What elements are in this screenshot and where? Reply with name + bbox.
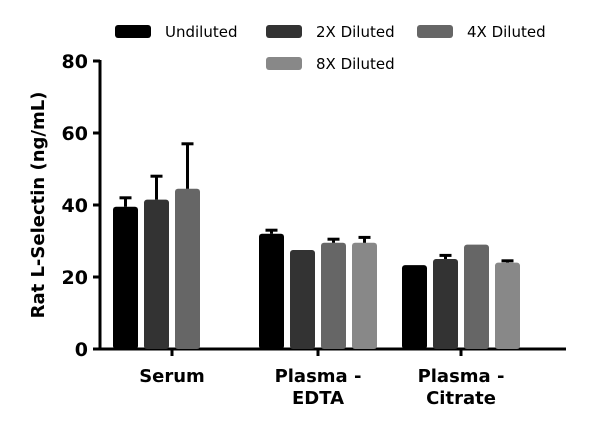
legend-label: 2X Diluted — [316, 23, 395, 41]
bar — [402, 265, 427, 349]
y-axis-label: Rat L-Selectin (ng/mL) — [28, 92, 49, 319]
bar — [321, 242, 346, 349]
legend-swatch — [115, 25, 151, 38]
bar — [113, 206, 138, 349]
legend-label: 8X Diluted — [316, 55, 395, 73]
x-tick-label: Citrate — [426, 388, 496, 409]
bar — [175, 188, 200, 349]
bar — [433, 259, 458, 349]
y-tick-label: 0 — [75, 339, 88, 361]
bar — [464, 244, 489, 349]
x-tick-label: Serum — [139, 366, 205, 387]
legend-label: 4X Diluted — [467, 23, 546, 41]
bar — [144, 199, 169, 349]
bar — [259, 233, 284, 349]
x-tick-label: Plasma - — [275, 366, 362, 387]
legend-label: Undiluted — [165, 23, 237, 41]
y-tick-label: 20 — [62, 267, 88, 289]
x-tick-label: Plasma - — [418, 366, 505, 387]
legend-swatch — [266, 57, 302, 70]
x-tick-label: EDTA — [292, 388, 344, 409]
legend-swatch — [417, 25, 453, 38]
y-tick-label: 80 — [62, 51, 88, 73]
bar — [290, 250, 315, 349]
y-tick-label: 60 — [62, 123, 88, 145]
bar — [495, 262, 520, 349]
legend-swatch — [266, 25, 302, 38]
bar — [352, 242, 377, 349]
y-tick-label: 40 — [62, 195, 88, 217]
